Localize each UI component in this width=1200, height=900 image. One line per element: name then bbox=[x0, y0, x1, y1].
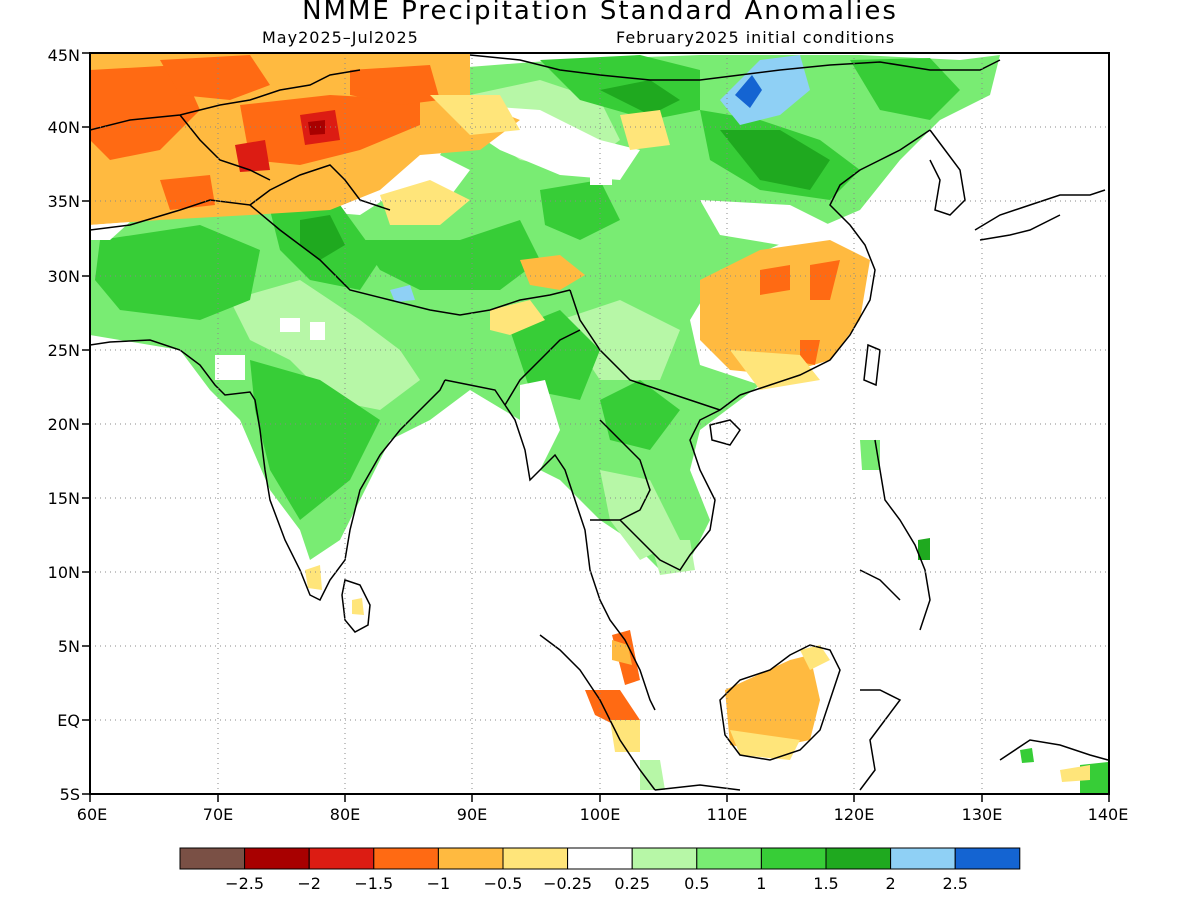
x-tick-label: 80E bbox=[330, 805, 360, 824]
colorbar-label: −0.25 bbox=[543, 874, 592, 893]
y-tick-label: 15N bbox=[48, 489, 80, 508]
colorbar-swatch bbox=[373, 847, 439, 870]
map-title: NMME Precipitation Standard Anomalies bbox=[302, 0, 898, 26]
y-tick-label: 20N bbox=[48, 415, 80, 434]
colorbar-label: −0.5 bbox=[484, 874, 523, 893]
colorbar-swatch bbox=[308, 847, 375, 870]
forecast-period: May2025–Jul2025 bbox=[262, 28, 419, 47]
colorbar-label: 0.25 bbox=[614, 874, 650, 893]
x-tick-label: 110E bbox=[707, 805, 748, 824]
colorbar-swatch bbox=[954, 847, 1021, 870]
colorbar-swatch bbox=[760, 847, 827, 870]
colorbar-swatch bbox=[890, 847, 956, 870]
colorbar-labels: −2.5 −2 −1.5 −1 −0.5 −0.25 0.25 0.5 1 1.5 2 2.5 bbox=[225, 874, 968, 893]
colorbar-swatches bbox=[179, 847, 1021, 870]
colorbar-label: −2.5 bbox=[225, 874, 264, 893]
y-tick-label: 45N bbox=[48, 46, 80, 65]
colorbar-label: 1.5 bbox=[813, 874, 838, 893]
colorbar-label: 0.5 bbox=[684, 874, 709, 893]
colorbar-label: 2.5 bbox=[942, 874, 967, 893]
colorbar-swatch bbox=[502, 847, 569, 870]
x-tick-label: 140E bbox=[1088, 805, 1129, 824]
y-tick-label: 25N bbox=[48, 341, 80, 360]
y-tick-labels: 5S EQ 5N 10N 15N 20N 25N 30N 35N 40N 45N bbox=[48, 46, 80, 804]
y-tick-label: 10N bbox=[48, 563, 80, 582]
initial-conditions: February2025 initial conditions bbox=[616, 28, 896, 47]
graticule bbox=[90, 53, 1109, 794]
colorbar-label: −1 bbox=[427, 874, 451, 893]
x-tick-label: 70E bbox=[203, 805, 233, 824]
x-tick-labels: 60E 70E 80E 90E 100E 110E 120E 130E 140E bbox=[77, 805, 1129, 824]
colorbar-swatch bbox=[696, 847, 762, 870]
colorbar-swatch bbox=[567, 847, 633, 870]
y-tick-label: 30N bbox=[48, 267, 80, 286]
colorbar-swatch bbox=[631, 847, 698, 870]
y-tick-label: 5S bbox=[60, 785, 80, 804]
x-tick-label: 100E bbox=[580, 805, 621, 824]
tick-marks bbox=[82, 52, 1110, 802]
x-tick-label: 90E bbox=[457, 805, 487, 824]
colorbar-swatch bbox=[825, 847, 892, 870]
y-tick-label: EQ bbox=[57, 711, 80, 730]
y-tick-label: 5N bbox=[58, 637, 80, 656]
y-tick-label: 35N bbox=[48, 192, 80, 211]
colorbar: −2.5 −2 −1.5 −1 −0.5 −0.25 0.25 0.5 1 1.5 2 2.5 bbox=[179, 847, 1021, 893]
anomaly-shading bbox=[90, 53, 1108, 794]
coastlines bbox=[90, 54, 1109, 791]
colorbar-swatch bbox=[179, 847, 246, 870]
colorbar-swatch bbox=[437, 847, 504, 870]
x-tick-label: 130E bbox=[962, 805, 1003, 824]
colorbar-label: 2 bbox=[886, 874, 896, 893]
colorbar-label: 1 bbox=[756, 874, 766, 893]
x-tick-label: 120E bbox=[834, 805, 875, 824]
x-tick-label: 60E bbox=[77, 805, 107, 824]
y-tick-label: 40N bbox=[48, 118, 80, 137]
colorbar-label: −2 bbox=[297, 874, 321, 893]
colorbar-label: −1.5 bbox=[354, 874, 393, 893]
colorbar-swatch bbox=[244, 847, 310, 870]
